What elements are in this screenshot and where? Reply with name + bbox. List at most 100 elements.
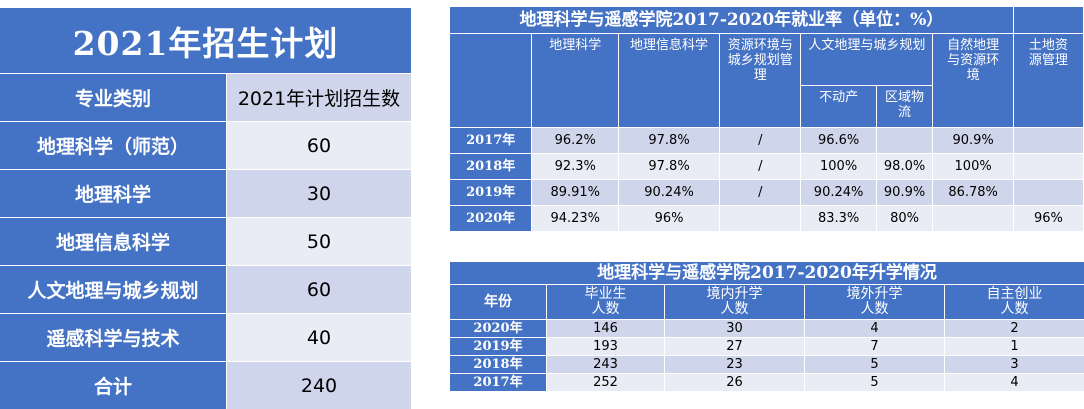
plan-count-cell: 30: [226, 170, 411, 217]
emp-header-gis: 地理信息科学: [618, 33, 721, 128]
grad-value-cell: 7: [804, 337, 945, 356]
emp-value-cell: /: [719, 127, 802, 154]
emp-value-cell: 98.0%: [875, 153, 934, 180]
table-row: 2017年 252 26 5 4: [449, 373, 1084, 392]
grad-value-cell: 5: [804, 373, 945, 392]
plan-header-row: 专业类别 2021年计划招生数: [0, 73, 411, 121]
grad-value-cell: 26: [664, 373, 805, 392]
plan-total-count: 240: [226, 362, 411, 409]
emp-value-cell: [875, 127, 934, 154]
grad-header-year: 年份: [449, 284, 547, 320]
emp-value-cell: 90.24%: [800, 179, 877, 206]
grad-year-cell: 2017年: [449, 373, 547, 392]
emp-value-cell: 86.78%: [932, 179, 1014, 206]
emp-header-logistics: 区域物流: [875, 85, 934, 128]
plan-major-cell: 人文地理与城乡规划: [0, 266, 226, 313]
grad-header-abroad: 境外升学人数: [804, 284, 945, 320]
emp-value-cell: 100%: [800, 153, 877, 180]
grad-value-cell: 4: [943, 373, 1084, 392]
grad-year-cell: 2020年: [449, 319, 547, 338]
emp-value-cell: 94.23%: [531, 205, 620, 232]
plan-total-row: 合计 240: [0, 361, 411, 409]
table-row: 地理信息科学 50: [0, 217, 411, 265]
table-row: 2019年 89.91% 90.24% / 90.24% 90.9% 86.78…: [448, 179, 1084, 206]
grad-value-cell: 5: [804, 355, 945, 374]
employment-rate-table: 地理科学与遥感学院2017-2020年就业率（单位：%） 地理科学 地理信息科学…: [448, 6, 1084, 232]
grad-year-cell: 2019年: [449, 337, 547, 356]
table-row: 2017年 96.2% 97.8% / 96.6% 90.9%: [448, 127, 1084, 154]
grad-value-cell: 23: [664, 355, 805, 374]
grad-value-cell: 2: [943, 319, 1084, 338]
plan-count-cell: 40: [226, 314, 411, 361]
plan-major-cell: 地理科学（师范）: [0, 122, 226, 169]
emp-value-cell: 96%: [1012, 205, 1084, 232]
table-row: 2019年 193 27 7 1: [449, 337, 1084, 356]
grad-value-cell: 252: [546, 373, 665, 392]
plan-major-cell: 地理信息科学: [0, 218, 226, 265]
emp-value-cell: [1012, 179, 1084, 206]
plan-count-cell: 60: [226, 266, 411, 313]
emp-value-cell: 90.9%: [932, 127, 1014, 154]
plan-header-major: 专业类别: [0, 74, 226, 121]
emp-value-cell: [719, 205, 802, 232]
title-blank-cell: [1012, 6, 1084, 34]
plan-major-cell: 遥感科学与技术: [0, 314, 226, 361]
table-row: 2018年 243 23 5 3: [449, 355, 1084, 374]
grad-value-cell: 146: [546, 319, 665, 338]
emp-value-cell: 90.24%: [618, 179, 721, 206]
emp-header-natural: 自然地理与资源环境: [932, 33, 1014, 128]
table-row: 地理科学（师范） 60: [0, 121, 411, 169]
emp-year-cell: 2017年: [448, 127, 533, 154]
plan-major-cell: 地理科学: [0, 170, 226, 217]
plan-total-label: 合计: [0, 362, 226, 409]
emp-header-realestate: 不动产: [800, 85, 877, 128]
grad-value-cell: 243: [546, 355, 665, 374]
emp-value-cell: 97.8%: [618, 153, 721, 180]
table-row: 遥感科学与技术 40: [0, 313, 411, 361]
plan-count-cell: 50: [226, 218, 411, 265]
table-row: 2018年 92.3% 97.8% / 100% 98.0% 100%: [448, 153, 1084, 180]
grad-header-graduates: 毕业生人数: [546, 284, 665, 320]
grad-year-cell: 2018年: [449, 355, 547, 374]
emp-year-cell: 2018年: [448, 153, 533, 180]
emp-header-geo: 地理科学: [531, 33, 620, 128]
plan-count-cell: 60: [226, 122, 411, 169]
grad-header-domestic: 境内升学人数: [664, 284, 805, 320]
emp-header-corner: [448, 33, 533, 128]
grad-value-cell: 27: [664, 337, 805, 356]
enrollment-plan-table: 2021年招生计划 专业类别 2021年计划招生数 地理科学（师范） 60 地理…: [0, 8, 411, 409]
emp-header-human: 人文地理与城乡规划: [800, 33, 934, 86]
further-study-table: 地理科学与遥感学院2017-2020年升学情况 年份 毕业生人数 境内升学人数 …: [448, 261, 1084, 392]
emp-value-cell: 80%: [875, 205, 934, 232]
table-row: 2020年 94.23% 96% 83.3% 80% 96%: [448, 205, 1084, 232]
emp-value-cell: [1012, 153, 1084, 180]
emp-header-land: 土地资源管理: [1012, 33, 1084, 128]
emp-value-cell: 92.3%: [531, 153, 620, 180]
emp-value-cell: /: [719, 179, 802, 206]
enrollment-plan-title: 2021年招生计划: [0, 8, 411, 73]
further-study-title: 地理科学与遥感学院2017-2020年升学情况: [448, 261, 1084, 285]
grad-value-cell: 193: [546, 337, 665, 356]
emp-value-cell: [932, 205, 1014, 232]
table-row: 人文地理与城乡规划 60: [0, 265, 411, 313]
emp-value-cell: /: [719, 153, 802, 180]
grad-value-cell: 4: [804, 319, 945, 338]
grad-header-startup: 自主创业人数: [943, 284, 1084, 320]
emp-value-cell: 96%: [618, 205, 721, 232]
table-row: 地理科学 30: [0, 169, 411, 217]
emp-value-cell: 100%: [932, 153, 1014, 180]
emp-value-cell: 96.2%: [531, 127, 620, 154]
emp-value-cell: [1012, 127, 1084, 154]
table-row: 2020年 146 30 4 2: [449, 319, 1084, 338]
emp-value-cell: 97.8%: [618, 127, 721, 154]
emp-value-cell: 83.3%: [800, 205, 877, 232]
emp-year-cell: 2019年: [448, 179, 533, 206]
grad-value-cell: 1: [943, 337, 1084, 356]
emp-value-cell: 90.9%: [875, 179, 934, 206]
emp-year-cell: 2020年: [448, 205, 533, 232]
plan-header-count: 2021年计划招生数: [226, 74, 411, 121]
grad-value-cell: 3: [943, 355, 1084, 374]
emp-header-resource: 资源环境与城乡规划管理: [719, 33, 802, 128]
employment-table-title: 地理科学与遥感学院2017-2020年就业率（单位：%）: [449, 6, 1014, 34]
emp-value-cell: 89.91%: [531, 179, 620, 206]
